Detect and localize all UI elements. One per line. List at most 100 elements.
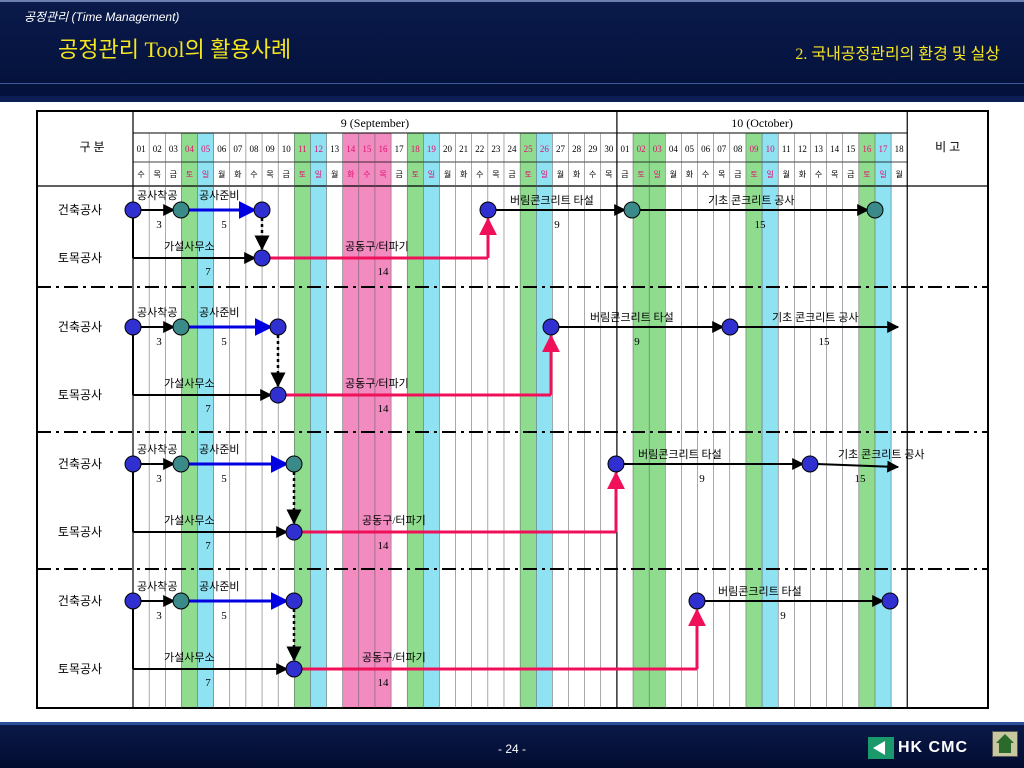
day-label: 17 — [879, 144, 889, 154]
day-label: 12 — [798, 144, 807, 154]
day-label: 11 — [782, 144, 791, 154]
weekday-label: 일 — [428, 170, 435, 179]
row-label-arch: 건축공사 — [58, 320, 102, 334]
day-label: 19 — [427, 144, 437, 154]
day-label: 08 — [249, 144, 259, 154]
event-node — [479, 201, 497, 219]
page-title: 공정관리 Tool의 활용사례 — [58, 37, 292, 62]
weekday-label: 수 — [702, 170, 709, 179]
day-label: 05 — [201, 144, 211, 154]
day-label: 06 — [701, 144, 711, 154]
activity-pour: 버림콘크리트 타설 — [718, 585, 802, 598]
duration-prep: 5 — [221, 610, 227, 622]
day-label: 12 — [314, 144, 323, 154]
duration-prep: 5 — [221, 336, 227, 348]
day-band-sat — [294, 133, 311, 708]
day-band-sun — [874, 133, 892, 708]
footer-bar — [0, 722, 1024, 768]
day-label: 14 — [830, 144, 840, 154]
weekday-label: 화 — [686, 170, 694, 179]
activity-prep: 공사준비 — [199, 443, 239, 456]
duration-foundation: 15 — [755, 219, 767, 231]
weekday-label: 금 — [734, 170, 741, 179]
duration-start: 3 — [156, 219, 162, 231]
day-band-sun — [197, 133, 214, 708]
day-label: 20 — [443, 144, 453, 154]
day-label: 03 — [169, 144, 179, 154]
duration-pour: 9 — [634, 336, 640, 348]
weekday-label: 일 — [879, 170, 886, 179]
weekday-label: 목 — [379, 170, 386, 179]
event-node — [124, 201, 142, 219]
day-label: 10 — [282, 144, 292, 154]
day-label: 15 — [362, 144, 372, 154]
day-band-sat — [649, 133, 666, 708]
row-label-civil: 토목공사 — [58, 251, 102, 265]
event-node — [172, 318, 190, 336]
event-node — [253, 201, 271, 219]
event-node — [124, 592, 142, 610]
activity-prep: 공사준비 — [199, 580, 239, 593]
activity-tool: 공동구/터파기 — [362, 514, 426, 527]
day-band-sat — [633, 133, 650, 708]
event-node — [285, 660, 303, 678]
row-label-civil: 토목공사 — [58, 388, 102, 402]
weekday-label: 금 — [170, 170, 177, 179]
weekday-label: 월 — [218, 169, 225, 179]
corner-label: 구 분 — [79, 140, 104, 154]
day-label: 14 — [346, 144, 356, 154]
duration-office: 7 — [205, 403, 211, 415]
duration-start: 3 — [156, 473, 162, 485]
weekday-label: 화 — [799, 170, 807, 179]
header-top-band — [0, 0, 1024, 2]
weekday-label: 화 — [573, 170, 581, 179]
weekday-label: 일 — [766, 170, 773, 179]
activity-office: 가설사무소 — [164, 514, 215, 527]
row-label-arch: 건축공사 — [58, 594, 102, 608]
event-node — [285, 523, 303, 541]
day-label: 18 — [411, 144, 421, 154]
footer-divider — [0, 722, 1024, 725]
duration-tool: 14 — [378, 540, 390, 552]
header-bottom-bar — [0, 96, 1024, 102]
home-icon[interactable] — [992, 731, 1018, 757]
weekday-label: 월 — [670, 169, 677, 179]
weekday-label: 목 — [605, 170, 612, 179]
day-band-sun — [762, 133, 779, 708]
weekday-label: 목 — [718, 170, 725, 179]
day-label: 04 — [185, 144, 195, 154]
weekday-label: 금 — [395, 170, 402, 179]
day-label: 05 — [685, 144, 695, 154]
day-label: 13 — [814, 144, 824, 154]
weekday-label: 월 — [444, 169, 451, 179]
weekday-label: 토 — [299, 170, 306, 179]
day-label: 26 — [540, 144, 550, 154]
activity-office: 가설사무소 — [164, 651, 215, 664]
event-node — [172, 201, 190, 219]
weekday-label: 토 — [186, 170, 193, 179]
row-label-civil: 토목공사 — [58, 525, 102, 539]
day-label: 09 — [750, 144, 760, 154]
weekday-label: 목 — [492, 170, 499, 179]
activity-office: 가설사무소 — [164, 240, 215, 253]
weekday-label: 목 — [831, 170, 838, 179]
event-node — [285, 592, 303, 610]
duration-pour: 9 — [554, 219, 560, 231]
duration-pour: 9 — [699, 473, 705, 485]
duration-start: 3 — [156, 610, 162, 622]
row-label-civil: 토목공사 — [58, 662, 102, 676]
weekday-label: 일 — [202, 170, 209, 179]
activity-office: 가설사무소 — [164, 377, 215, 390]
activity-pour: 버림콘크리트 타설 — [510, 194, 594, 207]
day-band-sat — [745, 133, 763, 708]
weekday-label: 토 — [863, 170, 870, 179]
arrow-foundation — [816, 460, 900, 473]
activity-tool: 공동구/터파기 — [362, 651, 426, 664]
activity-prep: 공사준비 — [199, 189, 239, 202]
duration-prep: 5 — [221, 473, 227, 485]
event-node — [124, 318, 142, 336]
duration-pour: 9 — [780, 610, 786, 622]
day-label: 08 — [733, 144, 743, 154]
weekday-label: 금 — [621, 170, 628, 179]
